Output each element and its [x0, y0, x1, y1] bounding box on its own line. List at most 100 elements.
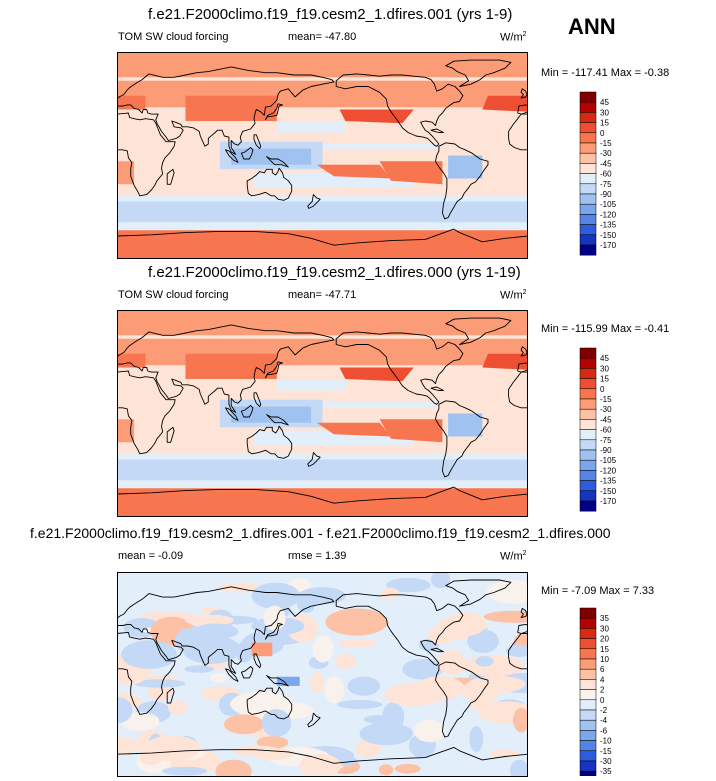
- panel2-map-coast-newguinea: [266, 414, 289, 426]
- panel3-map-patch-101: [117, 697, 133, 724]
- panel3-title: f.e21.F2000climo.f19_f19.cesm2_1.dfires.…: [30, 525, 611, 541]
- panel3-map: [117, 572, 528, 777]
- panel3-map-patch-26: [162, 766, 208, 776]
- panel1-colorbar-label-1: 30: [600, 108, 609, 117]
- panel1-map-deck-satl: [117, 161, 135, 185]
- panel1-colorbar-label-8: -75: [600, 180, 612, 189]
- panel3-map-patch-80: [133, 679, 186, 688]
- panel3-colorbar-swatch-14: [579, 750, 597, 762]
- panel2-map-deck-natl: [482, 353, 528, 370]
- panel1-map-coast-namerica: [335, 73, 464, 147]
- panel1-colorbar-swatch-7: [579, 163, 597, 174]
- panel1-map-coast-greenland: [445, 59, 512, 87]
- panel2-map-coast-sumatra: [225, 407, 239, 421]
- panel3-colorbar-swatch-5: [579, 658, 597, 670]
- panel1-colorbar-label-11: -120: [600, 210, 617, 219]
- panel2-colorbar-swatch-7: [579, 419, 597, 430]
- panel3-map-patch-92: [378, 764, 394, 776]
- panel3-colorbar-swatch-1: [579, 617, 597, 629]
- panel2-map-deck-spac: [379, 419, 443, 443]
- panel3-map-coast-africawest: [508, 633, 528, 670]
- panel1-colorbar-label-9: -90: [600, 190, 612, 199]
- panel3-map-patch-31: [347, 676, 381, 696]
- panel1-map-deck-spcz: [316, 164, 391, 179]
- panel1-map-coast-sumatra: [225, 149, 239, 163]
- panel3-colorbar-swatch-16: [579, 770, 597, 776]
- panel2-map-band-amazon: [448, 413, 483, 437]
- panel3-colorbar-label-9: -2: [600, 706, 608, 715]
- panel1-map-band-amazon: [448, 155, 483, 179]
- panel1-colorbar-swatch-8: [579, 173, 597, 185]
- panel3-colorbar-swatch-10: [579, 709, 597, 721]
- panel3-map-patch-79: [185, 614, 234, 626]
- panel3-colorbar-label-4: 10: [600, 655, 609, 664]
- panel2-minmax: Min = -115.99 Max = -0.41: [541, 323, 670, 335]
- panel3-map-patch-56: [335, 653, 356, 670]
- panel2-map-coast-japan: [264, 361, 283, 379]
- panel2-title: f.e21.F2000climo.f19_f19.cesm2_1.dfires.…: [148, 264, 521, 281]
- panel1-map-deck-natl: [482, 95, 528, 112]
- panel3-map-patch-99: [174, 628, 204, 654]
- panel3-colorbar-swatch-4: [579, 648, 597, 660]
- panel2-map-band-so: [117, 459, 528, 481]
- panel3-map-patch-76: [467, 629, 499, 653]
- panel1-map-coast-eurasia: [117, 66, 335, 155]
- panel3-map-patch-100: [261, 709, 292, 737]
- panel3-map-patch-67: [469, 725, 484, 752]
- panel2-colorbar-swatch-8: [579, 429, 597, 441]
- panel1-map-coast-australia: [246, 167, 293, 201]
- panel3-colorbar-label-0: 35: [600, 614, 609, 623]
- panel3-colorbar-swatch-13: [579, 740, 597, 752]
- panel1-colorbar-label-7: -60: [600, 170, 612, 179]
- panel3-map-patch-111: [312, 635, 334, 663]
- panel3-map-patch-87: [336, 700, 383, 709]
- panel3-map-patch-113: [359, 722, 413, 746]
- panel2-map-coast-australia: [246, 425, 293, 459]
- panel2-map-band-itcz: [322, 402, 437, 408]
- panel2-map-deck-spcz: [316, 422, 391, 437]
- panel3-map-patch-74: [167, 700, 188, 715]
- panel3-map-coast-namerica: [335, 593, 464, 666]
- panel3-colorbar-label-8: 0: [600, 696, 605, 705]
- panel3-colorbar-label-7: 2: [600, 686, 605, 695]
- panel1-colorbar-label-3: 0: [600, 129, 605, 138]
- panel3-map-coast-eurasia: [117, 586, 335, 674]
- panel3-colorbar-label-14: -30: [600, 757, 612, 766]
- panel3-map-patch-112: [210, 673, 228, 683]
- panel3-map-patch-82: [117, 665, 147, 685]
- panel1-colorbar-swatch-4: [579, 132, 597, 144]
- panel1-map-band-maritime: [231, 148, 312, 165]
- panel1-colorbar-swatch-5: [579, 142, 597, 154]
- panel1-map-coast-africawest: [508, 113, 528, 151]
- panel3-map-patch-108: [232, 745, 281, 757]
- panel3-colorbar-label-11: -6: [600, 726, 608, 735]
- panel1-colorbar-swatch-0: [579, 91, 597, 103]
- panel3-map-patch-84: [483, 610, 528, 623]
- panel1-title: f.e21.F2000climo.f19_f19.cesm2_1.dfires.…: [148, 6, 513, 23]
- panel1-map-frame: [117, 52, 528, 259]
- panel3-map-coast-sumatra: [225, 668, 239, 682]
- panel2-colorbar-swatch-3: [579, 378, 597, 390]
- panel2-map-coast-namerica: [335, 331, 464, 405]
- panel3-map-patch-40: [184, 665, 214, 673]
- panel1-colorbar-label-4: -15: [600, 139, 612, 148]
- panel2-map-coast-eurasia: [117, 324, 335, 413]
- panel2-map-coast-philippines: [253, 392, 262, 408]
- panel3-map-patch-97: [117, 736, 138, 756]
- panel3-map-coast-greenland: [445, 579, 512, 607]
- panel2-colorbar-swatch-2: [579, 368, 597, 379]
- panel1-minmax: Min = -117.41 Max = -0.38: [541, 67, 670, 79]
- panel1-map-coast-africa: [117, 112, 176, 197]
- panel2-map-coast-borneo: [240, 405, 254, 418]
- panel1-colorbar-label-13: -150: [600, 231, 617, 240]
- panel2-colorbar-label-7: -60: [600, 426, 612, 435]
- panel3-colorbar-swatch-15: [579, 760, 597, 772]
- panel2-colorbar-label-10: -105: [600, 456, 617, 465]
- panel3-map-patch-59: [468, 675, 526, 693]
- panel3-map-coast-madagascar: [166, 687, 175, 704]
- panel1-colorbar-swatch-15: [579, 244, 597, 256]
- panel3-map-patch-32: [324, 676, 344, 704]
- panel2-map-coast-madagascar: [166, 426, 175, 443]
- panel3-map-patch-118: [380, 587, 400, 600]
- panel3-map-patch-106: [256, 736, 289, 749]
